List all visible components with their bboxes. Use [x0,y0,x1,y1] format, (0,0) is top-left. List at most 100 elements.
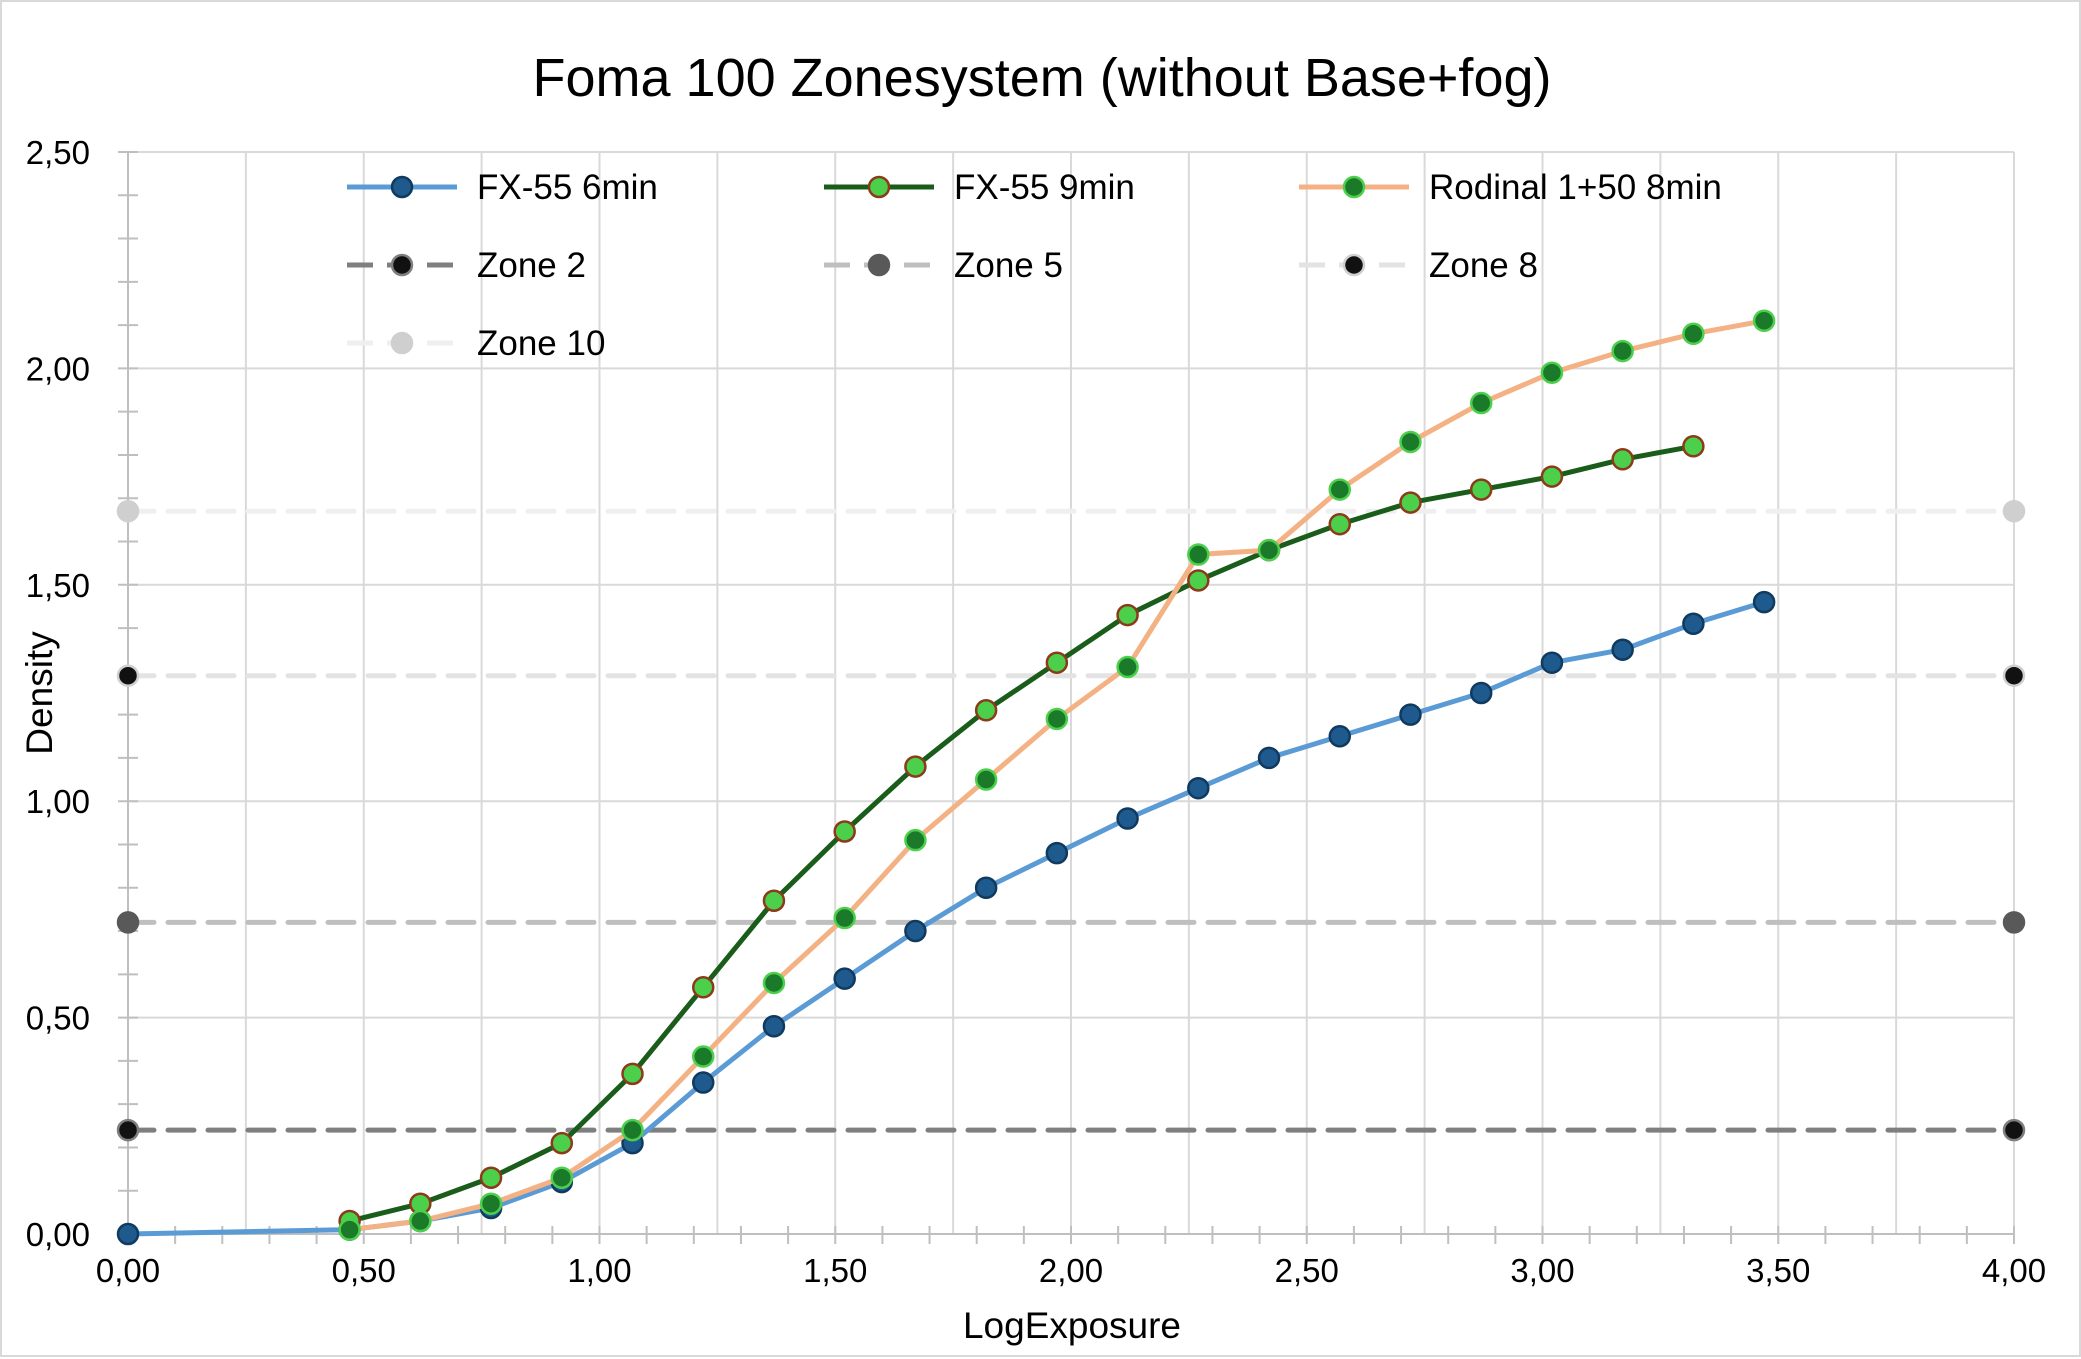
data-point [479,1166,503,1189]
grid-lines [127,151,2015,1235]
data-point [904,919,927,943]
data-point [2002,499,2026,523]
x-tick-label: 1,00 [567,1252,631,1289]
data-point [1328,512,1352,536]
data-point [1611,339,1634,363]
legend-label: Zone 5 [954,246,1063,285]
data-point [1469,391,1493,415]
data-point [1257,538,1281,562]
data-point [621,1062,644,1086]
data-point [762,971,786,995]
data-point [116,1118,140,1142]
legend-swatch-marker [867,253,891,277]
data-point [116,1222,140,1246]
axes: 0,00 0,50 1,00 1,50 2,00 2,50 3,00 3,50 4,00 0,00… [26,134,2046,1289]
x-tick-label: 0,50 [332,1252,396,1289]
data-point [550,1131,574,1155]
data-point [1469,478,1493,501]
series-rodinal-1-50-8min [338,309,1776,1241]
data-point [2002,664,2026,687]
legend-swatch-marker [390,253,414,277]
legend-swatch-marker [1342,253,1366,277]
data-point [762,889,786,912]
data-point [691,1045,715,1068]
data-point [904,828,927,852]
data-point [974,768,998,791]
data-point [116,664,140,687]
legend: FX-55 6min FX-55 9min Rodinal 1+50 8min Zon… [347,168,1722,363]
x-tick-label: 0,00 [96,1252,160,1289]
y-tick-label: 1,00 [26,783,90,820]
legend-label: Zone 8 [1429,246,1538,285]
series-layer [116,309,2026,1246]
x-tick-label: 1,50 [803,1252,867,1289]
legend-swatch-marker [390,331,414,355]
data-point [1116,807,1139,830]
legend-label: Zone 2 [477,246,586,285]
data-point [2002,1118,2026,1142]
data-point [1752,309,1776,333]
series-zone-2 [116,1118,2026,1142]
data-point [1682,435,1705,458]
legend-label: FX-55 6min [477,168,658,207]
legend-item: Zone 8 [1299,246,1538,285]
data-point [1045,841,1069,865]
y-axis-title: Density [19,631,60,755]
series-line [347,318,1767,1233]
legend-item: FX-55 6min [347,168,658,207]
data-point [1116,655,1139,679]
legend-swatch-marker [390,175,414,199]
legend-item: Zone 2 [347,246,586,285]
chart-title: Foma 100 Zonesystem (without Base+fog) [533,48,1552,108]
data-point [1611,638,1634,661]
data-point [1187,569,1210,592]
data-point [1469,681,1493,705]
series-zone-8 [116,664,2026,687]
series-zone-10 [116,499,2026,523]
legend-label: FX-55 9min [954,168,1135,207]
data-point [1540,361,1564,384]
y-tick-label: 1,50 [26,567,90,604]
data-point [1682,612,1705,636]
data-point [691,1071,715,1094]
data-point [1752,590,1776,614]
data-point [762,1015,786,1038]
y-tick-label: 2,00 [26,350,90,387]
data-point [1045,651,1069,674]
data-point [1611,448,1634,471]
y-tick-label: 0,00 [26,1216,90,1253]
data-point [1399,703,1422,726]
data-point [409,1209,432,1233]
data-point [1399,430,1422,454]
data-point [550,1166,574,1189]
series-line [125,599,1767,1237]
data-point [1187,543,1210,566]
data-point [904,755,927,778]
data-point [1682,322,1705,346]
data-point [691,976,715,999]
data-point [2002,911,2026,934]
x-tick-label: 2,00 [1039,1252,1103,1289]
x-tick-label: 3,00 [1510,1252,1574,1289]
data-point [479,1192,503,1215]
data-point [621,1118,644,1142]
legend-swatch-marker [1342,175,1366,199]
data-point [116,911,140,934]
series-zone-5 [116,911,2026,934]
x-tick-label: 3,50 [1746,1252,1810,1289]
data-point [1328,725,1352,748]
data-point [1116,603,1139,627]
data-point [974,699,998,722]
y-tick-label: 2,50 [26,134,90,171]
data-point [116,499,140,523]
y-tick-label: 0,50 [26,1000,90,1037]
legend-label: Zone 10 [477,324,605,363]
data-point [338,1218,361,1241]
series-fx-55-9min [338,435,1705,1233]
x-axis-title: LogExposure [963,1305,1181,1346]
data-point [1328,478,1352,501]
legend-item: Zone 5 [824,246,1063,285]
data-point [833,820,856,843]
data-point [833,906,856,930]
